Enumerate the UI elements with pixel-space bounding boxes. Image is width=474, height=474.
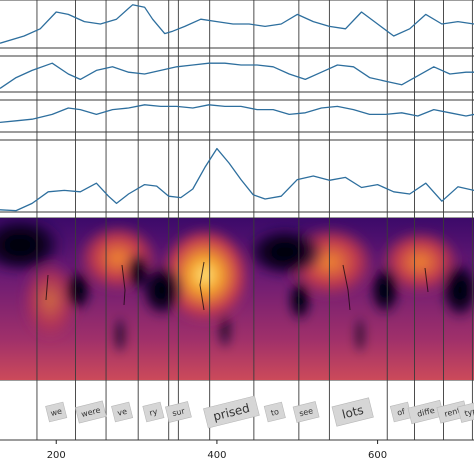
word-text: diffe (416, 406, 435, 419)
x-tick-label-3: 600 (368, 450, 387, 461)
word-label-13: typ (457, 401, 474, 423)
word-text: rent (443, 406, 461, 419)
word-label-8: see (292, 401, 320, 423)
word-labels: we were ve ry sur prised to see lots of diffe rent t… (45, 395, 474, 429)
word-label-9: lots (331, 397, 374, 427)
word-box (74, 400, 107, 424)
word-label-10: of (389, 401, 412, 423)
series-line-2 (0, 62, 474, 89)
word-box (457, 401, 474, 423)
word-text: typ (463, 406, 474, 418)
word-label-1: we (45, 401, 68, 423)
word-label-4: ry (142, 401, 165, 423)
word-box (331, 397, 374, 427)
series-line-1 (0, 4, 474, 44)
panel-frame-3 (0, 99, 474, 133)
word-label-2: were (74, 400, 107, 424)
x-tick-label-1: 200 (47, 450, 66, 461)
word-boundary-lines (36, 0, 473, 440)
wavelet-heatmap (0, 218, 474, 380)
word-box (165, 401, 192, 423)
word-label-5: sur (165, 401, 192, 423)
word-box (111, 401, 134, 423)
word-box (292, 401, 320, 423)
word-text: of (396, 407, 406, 418)
word-label-3: ve (111, 401, 134, 423)
series-line-3 (0, 104, 474, 124)
word-text: ry (148, 407, 158, 418)
word-text: to (270, 407, 280, 418)
panel-frame-1 (0, 0, 474, 49)
word-label-6: prised (203, 395, 260, 429)
series-line-4 (0, 147, 474, 212)
series-lines (0, 4, 474, 212)
x-tick-label-2: 400 (207, 450, 226, 461)
word-label-7: to (263, 401, 286, 423)
word-box (142, 401, 165, 423)
x-axis: 200 400 600 (47, 440, 387, 461)
word-text: lots (341, 403, 365, 422)
word-text: sur (171, 406, 186, 418)
word-text: ve (116, 407, 128, 418)
word-label-11: diffe (407, 399, 445, 425)
panel-frame-2 (0, 55, 474, 93)
panel-frame-4 (0, 139, 474, 213)
word-box (263, 401, 286, 423)
word-box (203, 395, 260, 429)
word-text: we (50, 407, 63, 419)
word-box (45, 401, 68, 423)
word-text: see (298, 406, 314, 418)
